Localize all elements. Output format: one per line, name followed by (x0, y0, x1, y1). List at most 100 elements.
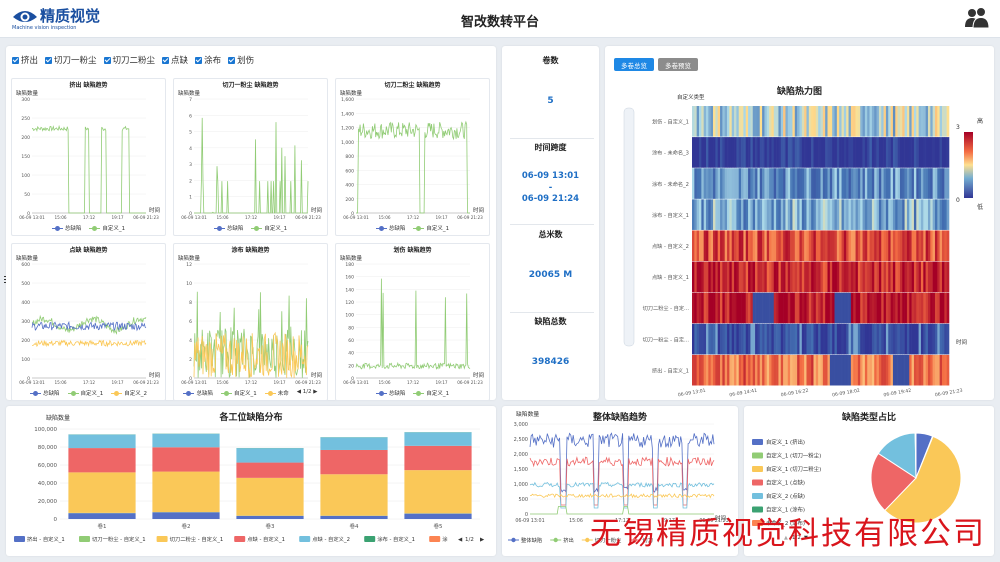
legend-swatch[interactable] (752, 452, 763, 459)
bar-segment[interactable] (236, 462, 304, 478)
heat-cell (939, 168, 943, 199)
heat-cell (792, 106, 796, 137)
bar-segment[interactable] (404, 470, 472, 514)
heat-cell (834, 261, 838, 293)
legend-swatch[interactable] (156, 536, 168, 542)
legend-item[interactable]: 自定义_1 (220, 389, 257, 397)
heat-cell (750, 137, 754, 168)
filter-checkbox[interactable]: 切刀二粉尘 (103, 54, 155, 66)
legend-item[interactable]: 自定义_1 (251, 224, 287, 232)
bar-segment[interactable] (404, 513, 472, 519)
legend-swatch[interactable] (752, 466, 763, 472)
legend-item[interactable]: 总缺陷 (29, 389, 60, 397)
legend-item[interactable]: 自定义_1 (89, 224, 125, 232)
bar-segment[interactable] (68, 434, 136, 449)
heat-cell (750, 354, 754, 386)
legend-item[interactable]: 自定义_2 (111, 389, 147, 397)
legend-item[interactable]: 未命 (264, 389, 289, 397)
legend-swatch[interactable] (752, 493, 763, 499)
legend-swatch[interactable] (752, 506, 763, 513)
bar-segment[interactable] (236, 515, 304, 519)
legend-swatch[interactable] (14, 536, 25, 542)
heat-cell (888, 261, 891, 293)
legend-marker[interactable] (553, 537, 558, 543)
legend-swatch[interactable] (752, 479, 763, 486)
heat-cell (806, 137, 810, 168)
legend-item[interactable]: 自定义_1 (413, 389, 449, 397)
heat-cell (811, 199, 814, 230)
filter-checkbox[interactable]: 挤出 (12, 54, 38, 66)
heat-cell (911, 199, 915, 230)
filter-checkbox[interactable]: 涂布 (195, 54, 221, 66)
users-icon[interactable] (964, 6, 990, 30)
legend-swatch[interactable] (752, 439, 763, 445)
legend-swatch[interactable] (79, 536, 90, 542)
legend-marker[interactable] (511, 537, 516, 543)
heat-cell (710, 354, 714, 386)
bar-panel: 各工位缺陷分布 缺陷数量 0 20,000 40,000 60,000 80,000 100… (6, 406, 496, 556)
preview-button[interactable]: 多卷预览 (658, 58, 698, 71)
heat-cell (881, 199, 884, 230)
heat-cell (715, 354, 718, 386)
bar-segment[interactable] (152, 512, 220, 519)
heat-cell (783, 106, 786, 137)
bar-segment[interactable] (320, 449, 388, 475)
legend-item[interactable]: 总缺陷 (51, 224, 81, 232)
legend-swatch[interactable] (234, 536, 246, 542)
filter-checkbox[interactable]: 点缺 (162, 54, 188, 66)
x-tick-label: 06-09 13:01 (181, 215, 207, 220)
vertical-scroll-slider[interactable] (623, 107, 635, 347)
overview-button[interactable]: 多卷总览 (614, 58, 654, 71)
legend-swatch[interactable] (299, 536, 311, 542)
legend-marker[interactable] (632, 537, 637, 543)
heat-cell (799, 323, 803, 355)
heat-cell (853, 230, 856, 262)
legend-item[interactable]: 总缺陷 (213, 224, 243, 232)
legend-swatch[interactable] (752, 520, 763, 526)
heat-cell (708, 354, 711, 386)
legend-item[interactable]: 自定义_1 (413, 224, 449, 232)
bar-segment[interactable] (236, 448, 304, 463)
heat-cell (876, 168, 880, 199)
heat-cell (860, 137, 863, 168)
bar-segment[interactable] (152, 447, 220, 472)
legend-swatch[interactable] (429, 536, 441, 542)
bar-segment[interactable] (236, 477, 304, 516)
legend-pager[interactable]: ◀ 1/2 ▶ (296, 389, 318, 395)
heat-cell (897, 199, 901, 230)
filter-checkbox[interactable]: 切刀一粉尘 (45, 54, 97, 66)
checkbox-icon (103, 56, 111, 64)
legend-item[interactable]: 自定义_1 (67, 389, 103, 397)
pie-slice[interactable] (884, 435, 962, 524)
bar-segment[interactable] (152, 471, 220, 513)
legend-swatch[interactable] (364, 536, 376, 542)
heat-cell (706, 323, 709, 355)
pie-slice[interactable] (870, 452, 917, 512)
heat-cell (918, 230, 922, 262)
y-tick-label: 160 (345, 275, 354, 281)
bar-segment[interactable] (68, 472, 136, 513)
heat-cell (778, 137, 782, 168)
bar-segment[interactable] (320, 515, 388, 519)
filter-checkbox[interactable]: 划伤 (228, 54, 254, 66)
legend-item[interactable]: 总缺陷 (375, 389, 405, 397)
bar-segment[interactable] (68, 448, 136, 473)
legend-marker-icon (264, 390, 276, 396)
heat-cell (727, 168, 730, 199)
bar-segment[interactable] (404, 432, 472, 446)
bar-segment[interactable] (320, 437, 388, 450)
bar-segment[interactable] (404, 445, 472, 471)
legend-marker[interactable] (585, 537, 590, 543)
heat-cell (899, 199, 903, 230)
heat-cell (825, 354, 828, 386)
legend-item[interactable]: 总缺陷 (183, 389, 213, 397)
bar-segment[interactable] (320, 474, 388, 516)
pie-panel: 缺陷类型占比 自定义_1 (挤出) 自定义_1 (切刀一粉尘) 自定义_1 (切刀二… (744, 406, 994, 556)
bar-segment[interactable] (68, 513, 136, 519)
legend-item[interactable]: 总缺陷 (375, 224, 405, 232)
y-tick-label: 40,000 (38, 481, 58, 487)
heat-cell (741, 106, 744, 137)
bar-segment[interactable] (152, 433, 220, 448)
heat-cell (792, 137, 796, 168)
stat-label: 总米数 (538, 230, 563, 239)
